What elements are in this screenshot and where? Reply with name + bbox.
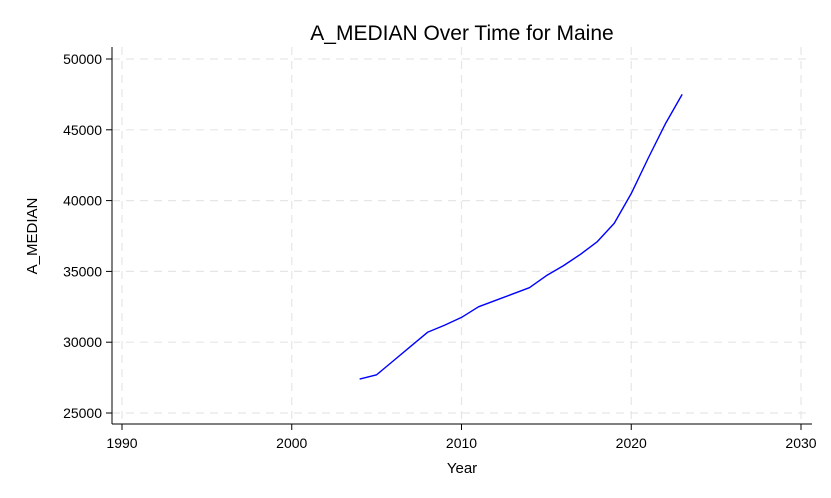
x-tick-label: 2020 — [616, 435, 647, 451]
y-axis-title: A_MEDIAN — [24, 198, 41, 275]
x-tick-label: 1990 — [106, 435, 137, 451]
x-tick-label: 2030 — [785, 435, 816, 451]
y-tick-label: 35000 — [63, 263, 102, 279]
x-axis-ticks: 1990 2000 2010 2020 2030 — [106, 424, 817, 451]
grid — [112, 47, 812, 424]
y-tick-label: 40000 — [63, 193, 102, 209]
x-tick-label: 2010 — [446, 435, 477, 451]
series-group — [359, 94, 683, 380]
y-tick-label: 50000 — [63, 51, 102, 67]
y-axis-ticks: 25000 30000 35000 40000 45000 50000 — [63, 51, 112, 421]
y-tick-label: 25000 — [63, 405, 102, 421]
y-tick-label: 30000 — [63, 334, 102, 350]
x-tick-label: 2000 — [276, 435, 307, 451]
chart-title: A_MEDIAN Over Time for Maine — [310, 22, 613, 45]
y-tick-label: 45000 — [63, 122, 102, 138]
x-axis-title: Year — [447, 460, 477, 477]
series-line — [359, 94, 683, 380]
